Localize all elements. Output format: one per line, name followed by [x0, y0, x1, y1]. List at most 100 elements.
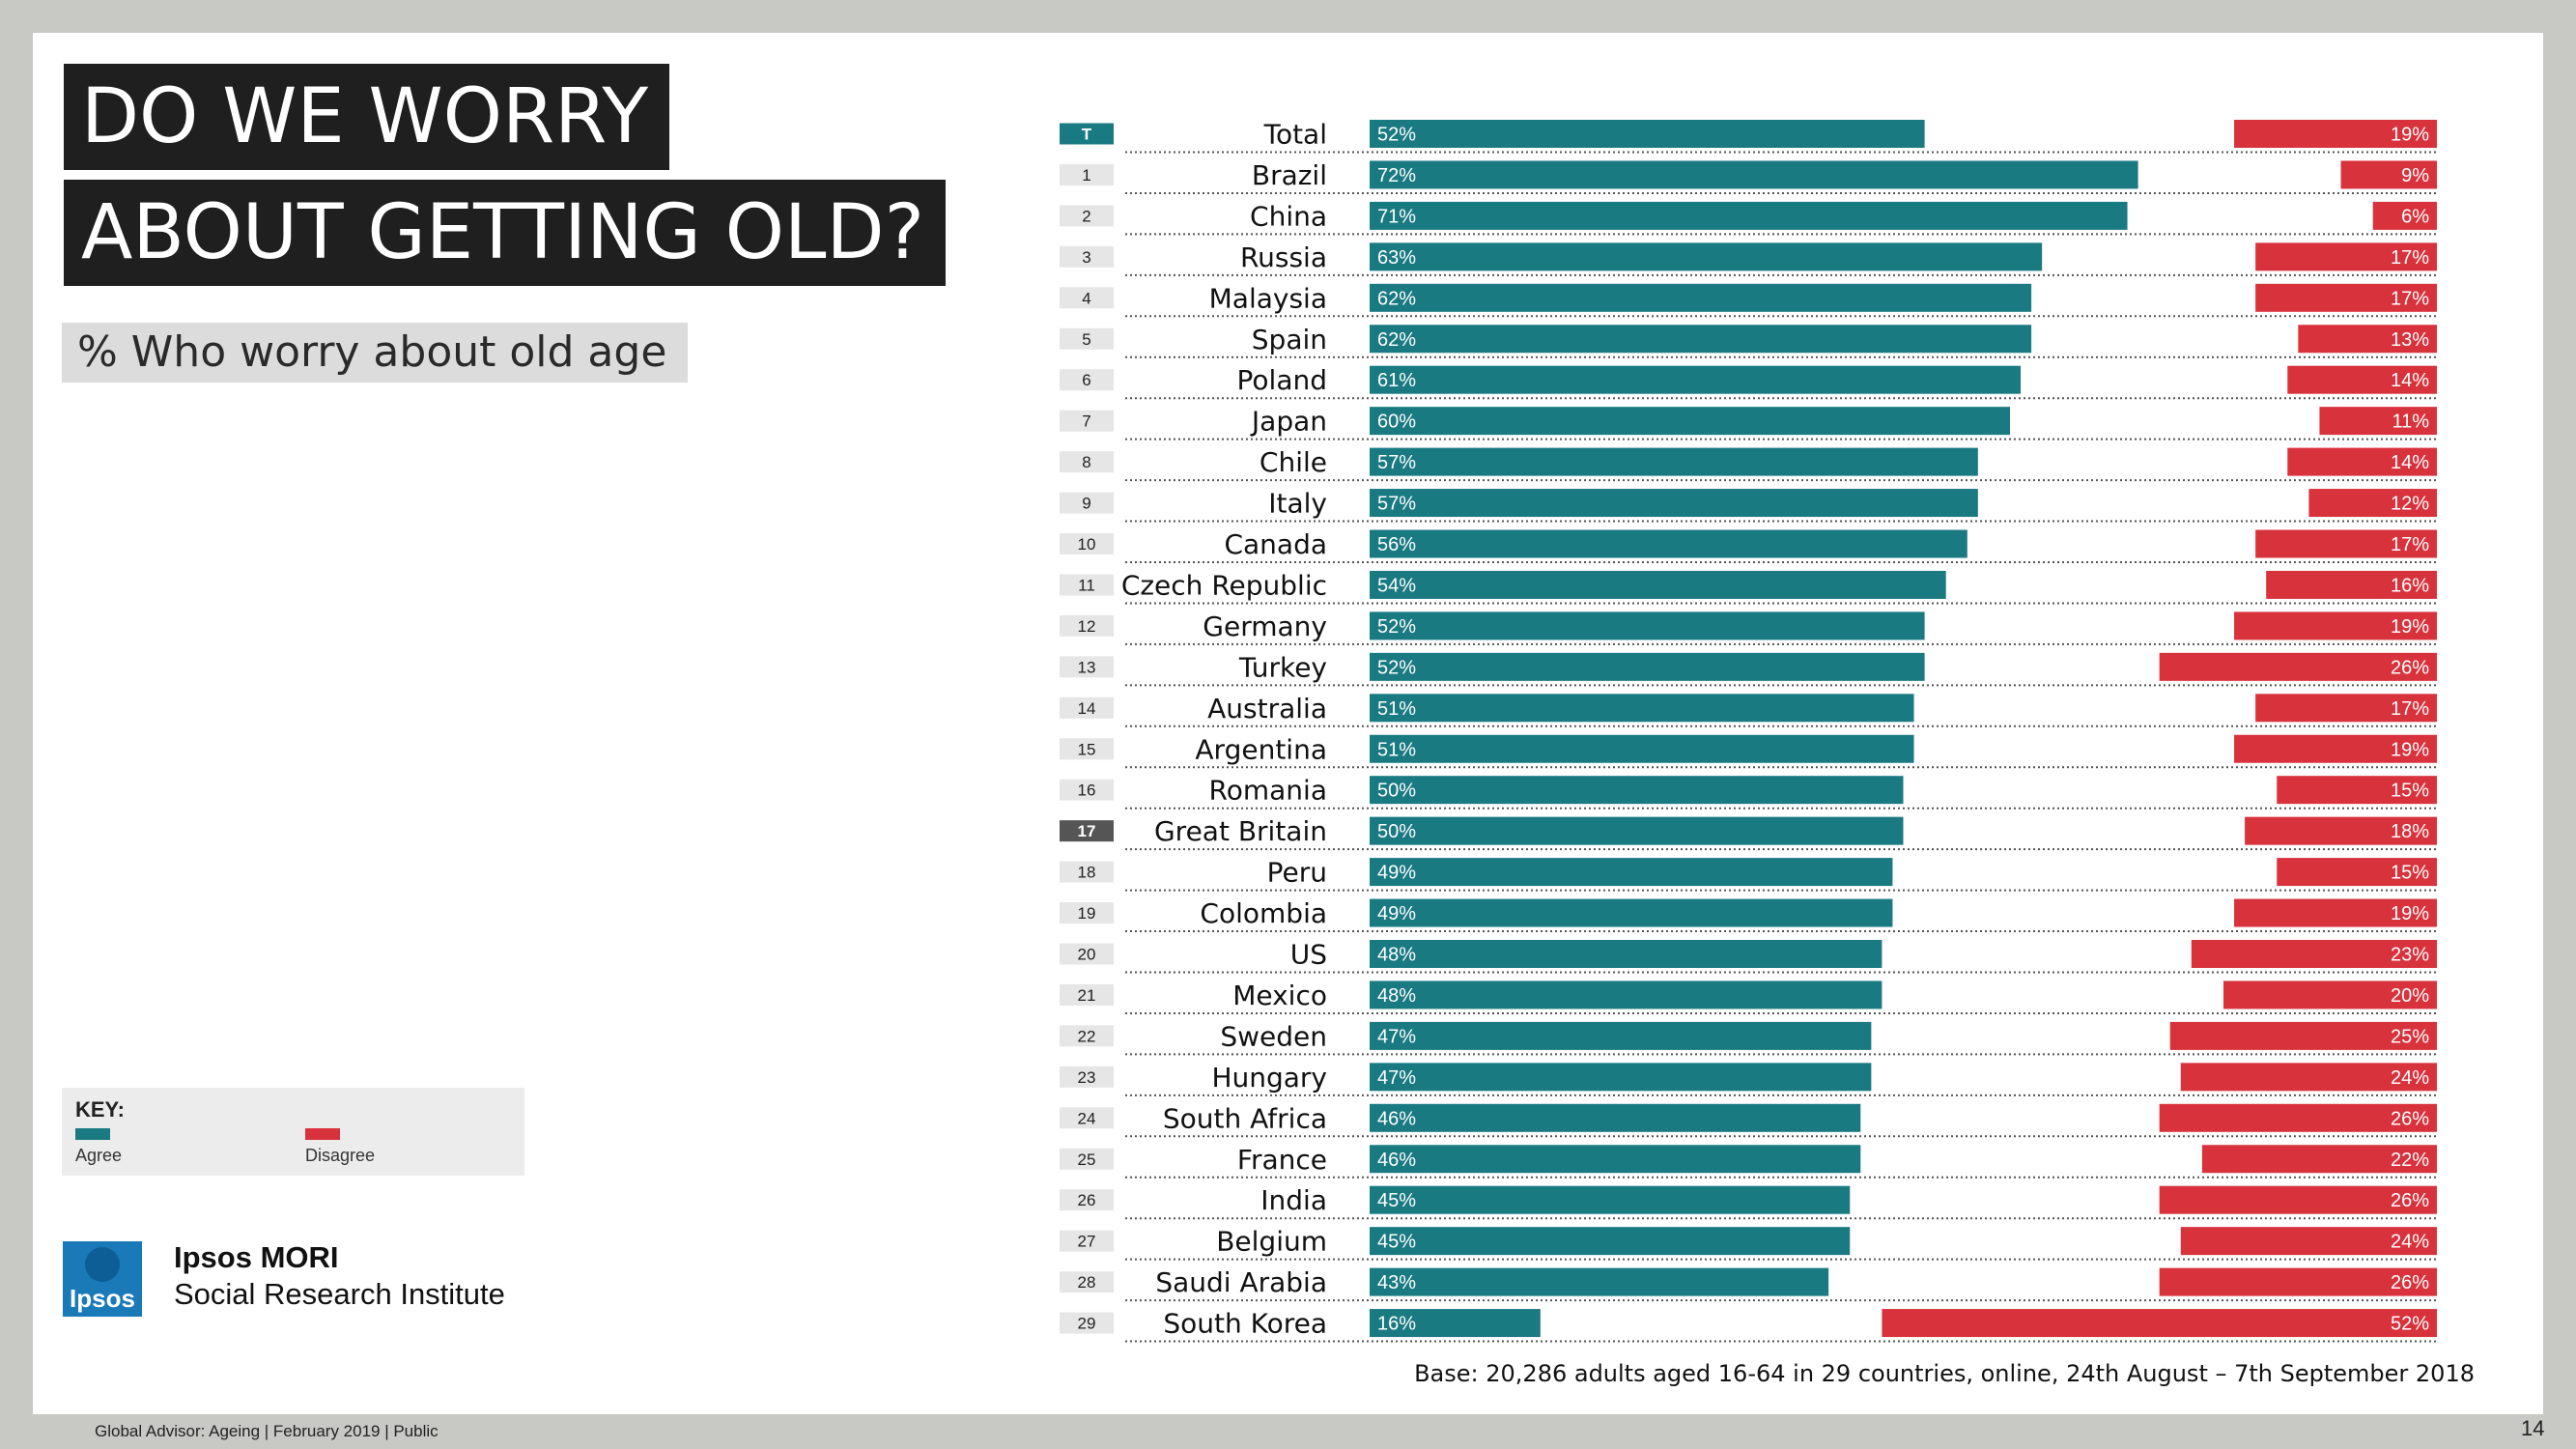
disagree-bar: [2234, 611, 2437, 640]
title-line-2: ABOUT GETTING OLD?: [64, 180, 946, 286]
disagree-bar: [2287, 365, 2437, 394]
country-label: Belgium: [1216, 1226, 1327, 1258]
agree-bar: [1370, 816, 1904, 845]
country-label: Turkey: [1238, 651, 1327, 683]
rank-label: 26: [1078, 1191, 1096, 1209]
rank-label: 6: [1082, 371, 1090, 389]
agree-value-label: 51%: [1377, 698, 1416, 720]
rank-label: 29: [1078, 1315, 1096, 1333]
rank-label: T: [1082, 126, 1092, 144]
disagree-value-label: 24%: [2391, 1067, 2429, 1089]
agree-bar: [1370, 407, 2010, 436]
country-label: South Korea: [1163, 1308, 1327, 1340]
disagree-bar: [2319, 407, 2437, 436]
agree-bar: [1370, 1309, 1541, 1338]
rank-label: 13: [1078, 658, 1096, 676]
country-label: Colombia: [1200, 897, 1327, 929]
country-label: US: [1290, 939, 1327, 971]
disagree-value-label: 20%: [2391, 985, 2429, 1007]
rank-label: 5: [1082, 330, 1090, 349]
rank-badge: [1060, 451, 1114, 473]
country-label: Poland: [1237, 364, 1327, 396]
disagree-bar: [2255, 242, 2437, 271]
rank-label: 21: [1078, 986, 1096, 1005]
agree-bar: [1370, 1145, 1861, 1174]
agree-value-label: 48%: [1377, 945, 1416, 966]
agree-value-label: 48%: [1377, 985, 1416, 1007]
rank-badge: [1060, 1025, 1114, 1047]
country-label: South Africa: [1163, 1102, 1327, 1134]
rank-label: 3: [1082, 248, 1090, 267]
disagree-value-label: 17%: [2391, 534, 2429, 555]
disagree-value-label: 9%: [2401, 165, 2429, 186]
ipsos-logo: Ipsos: [63, 1241, 142, 1317]
disagree-value-label: 15%: [2391, 863, 2429, 884]
rank-label: 25: [1078, 1151, 1096, 1169]
rank-badge: [1060, 163, 1114, 185]
agree-value-label: 57%: [1377, 452, 1416, 473]
rank-label: 2: [1082, 207, 1090, 225]
logo-circle-icon: [85, 1247, 120, 1282]
disagree-value-label: 24%: [2391, 1232, 2429, 1253]
disagree-bar: [2266, 570, 2437, 599]
logo-text: Ipsos: [70, 1284, 135, 1313]
legend-key: KEY: Agree Disagree: [62, 1088, 524, 1176]
agree-value-label: 61%: [1377, 370, 1416, 391]
agree-value-label: 62%: [1377, 329, 1416, 351]
agree-bar: [1370, 160, 2138, 189]
rank-badge: [1060, 574, 1114, 596]
rank-badge: [1060, 614, 1114, 637]
rank-label: 11: [1078, 576, 1095, 594]
disagree-value-label: 26%: [2391, 657, 2429, 678]
rank-badge: [1060, 205, 1114, 227]
agree-bar: [1370, 694, 1914, 723]
disagree-bar: [2234, 734, 2437, 763]
rank-label: 18: [1078, 864, 1096, 882]
country-label: Czech Republic: [1121, 569, 1327, 601]
rank-badge: [1060, 410, 1114, 432]
agree-bar: [1370, 201, 2128, 230]
disagree-bar: [2234, 898, 2437, 927]
agree-value-label: 45%: [1377, 1232, 1416, 1253]
rank-label: 24: [1078, 1109, 1096, 1127]
agree-value-label: 47%: [1377, 1026, 1416, 1047]
rank-label: 27: [1078, 1233, 1096, 1251]
title-line-1: DO WE WORRY: [64, 64, 670, 170]
disagree-bar: [2372, 201, 2437, 230]
rank-label: 1: [1082, 166, 1090, 185]
rank-label: 23: [1078, 1068, 1096, 1087]
legend-swatch-disagree: [305, 1128, 340, 1140]
rank-badge: [1060, 983, 1114, 1006]
rank-label: 8: [1082, 453, 1090, 471]
agree-bar: [1370, 242, 2043, 271]
org-name: Ipsos MORI: [174, 1240, 339, 1274]
disagree-value-label: 25%: [2391, 1026, 2429, 1047]
rank-badge: [1060, 123, 1114, 145]
rank-badge: [1060, 1189, 1114, 1211]
agree-value-label: 50%: [1377, 821, 1416, 842]
disagree-bar: [2234, 120, 2437, 148]
org-subname: Social Research Institute: [174, 1277, 505, 1311]
agree-bar: [1370, 1185, 1851, 1214]
rank-label: 15: [1078, 740, 1096, 758]
agree-value-label: 52%: [1377, 616, 1416, 638]
disagree-value-label: 17%: [2391, 247, 2429, 269]
country-label: Great Britain: [1154, 815, 1327, 847]
rank-label: 28: [1078, 1273, 1096, 1292]
agree-bar: [1370, 1021, 1872, 1050]
disagree-bar: [2255, 529, 2437, 558]
disagree-bar: [2287, 447, 2437, 476]
agree-value-label: 49%: [1377, 903, 1416, 924]
agree-value-label: 43%: [1377, 1272, 1416, 1293]
disagree-value-label: 11%: [2392, 412, 2429, 433]
agree-bar: [1370, 120, 1925, 148]
rank-label: 4: [1082, 289, 1090, 307]
agree-bar: [1370, 570, 1946, 599]
agree-value-label: 54%: [1377, 575, 1416, 596]
disagree-bar: [2159, 1185, 2437, 1214]
agree-bar: [1370, 283, 2032, 312]
agree-value-label: 60%: [1377, 412, 1416, 433]
legend-label-agree: Agree: [75, 1146, 123, 1165]
agree-bar: [1370, 652, 1925, 681]
